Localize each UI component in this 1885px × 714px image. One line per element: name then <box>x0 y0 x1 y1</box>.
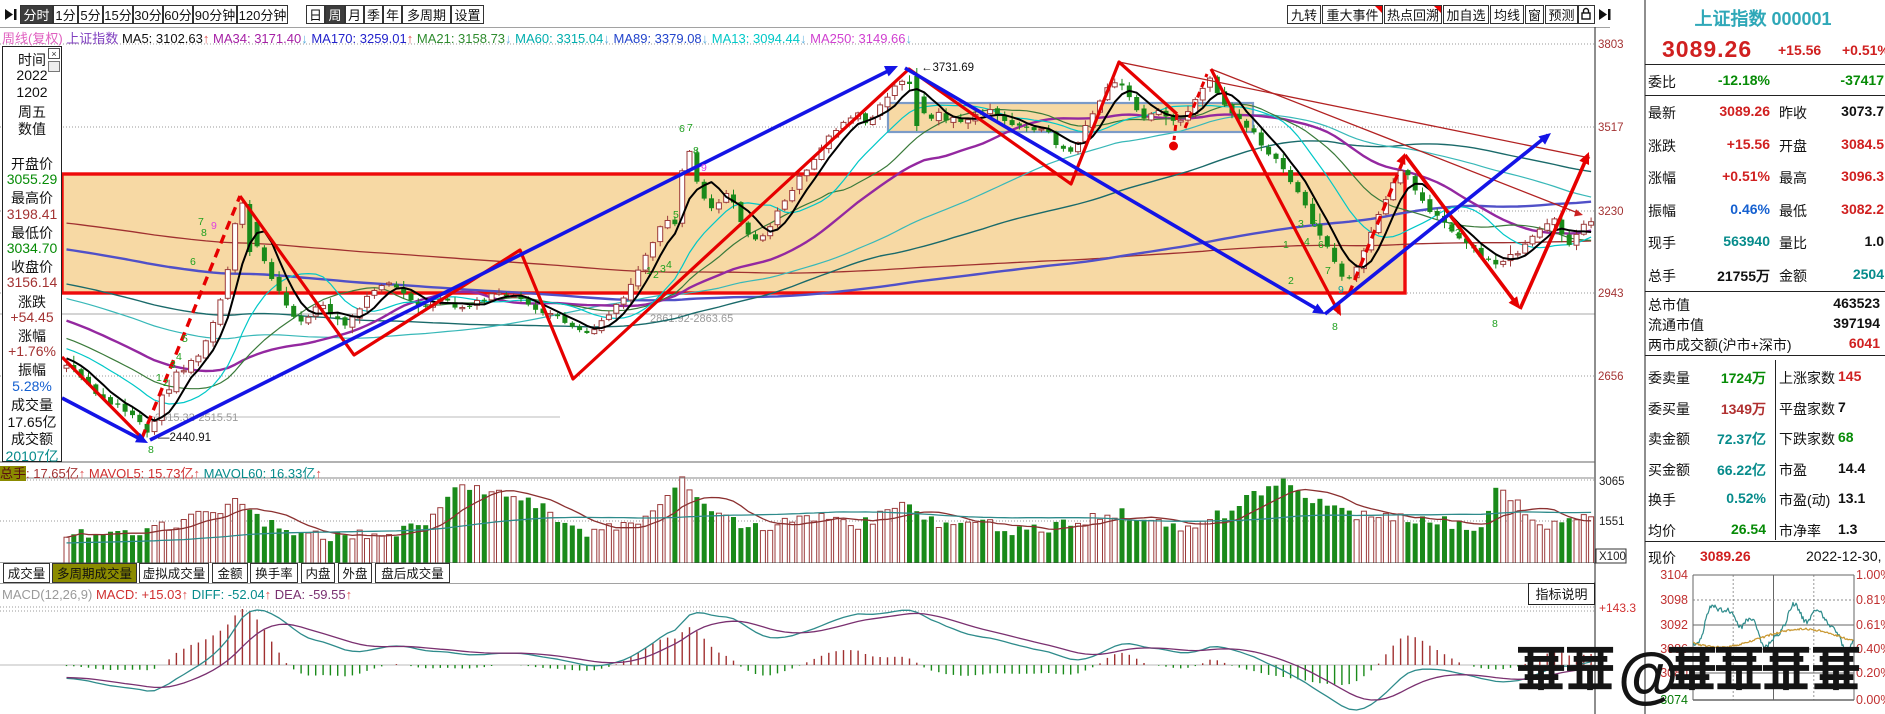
svg-text:3: 3 <box>1298 218 1304 230</box>
svg-text:X100: X100 <box>1599 551 1626 563</box>
svg-text:4: 4 <box>666 259 672 271</box>
svg-text:9: 9 <box>701 162 707 174</box>
svg-text:4: 4 <box>176 351 182 363</box>
svg-text:3092: 3092 <box>1660 618 1688 632</box>
svg-text:2: 2 <box>1448 220 1454 232</box>
svg-text:4: 4 <box>1304 236 1310 248</box>
svg-text:3803: 3803 <box>1598 39 1624 51</box>
svg-text:6: 6 <box>190 256 196 268</box>
svg-text:0.81%: 0.81% <box>1856 593 1885 607</box>
svg-text:3517: 3517 <box>1598 122 1624 134</box>
svg-text:0.40%: 0.40% <box>1856 642 1885 656</box>
svg-text:3074: 3074 <box>1660 693 1688 707</box>
svg-text:3065: 3065 <box>1599 476 1625 488</box>
svg-text:0.61%: 0.61% <box>1856 618 1885 632</box>
svg-text:3098: 3098 <box>1660 593 1688 607</box>
svg-text:6: 6 <box>1318 239 1324 251</box>
svg-text:1: 1 <box>1283 239 1289 251</box>
svg-text:0.20%: 0.20% <box>1856 666 1885 680</box>
svg-text:2: 2 <box>1288 275 1294 287</box>
svg-text:1.00%: 1.00% <box>1856 568 1885 582</box>
svg-text:7: 7 <box>198 216 204 228</box>
svg-text:—2440.91: —2440.91 <box>158 432 211 444</box>
svg-text:6: 6 <box>679 123 685 135</box>
svg-text:2943: 2943 <box>1598 288 1624 300</box>
svg-text:1: 1 <box>646 265 652 277</box>
svg-text:0.00%: 0.00% <box>1856 693 1885 707</box>
svg-text:2: 2 <box>163 377 169 389</box>
svg-text:5: 5 <box>182 333 188 345</box>
svg-text:5: 5 <box>1312 218 1318 230</box>
svg-text:@: @ <box>1618 641 1678 710</box>
svg-text:8: 8 <box>1492 318 1498 330</box>
svg-text:7: 7 <box>1325 265 1331 277</box>
svg-text:3230: 3230 <box>1598 206 1624 218</box>
svg-text:+143.3: +143.3 <box>1599 601 1636 615</box>
svg-text:2861.92-2863.65: 2861.92-2863.65 <box>650 313 733 325</box>
svg-text:8: 8 <box>148 444 154 456</box>
svg-text:2: 2 <box>653 269 659 281</box>
svg-text:3: 3 <box>1455 227 1461 239</box>
svg-text:3104: 3104 <box>1660 568 1688 582</box>
svg-text:8: 8 <box>693 145 699 157</box>
svg-text:2656: 2656 <box>1598 371 1624 383</box>
svg-text:3: 3 <box>170 359 176 371</box>
svg-text:1551: 1551 <box>1599 516 1625 528</box>
svg-text:8: 8 <box>201 227 207 239</box>
svg-text:9: 9 <box>211 220 217 232</box>
svg-text:5: 5 <box>673 209 679 221</box>
svg-text:7: 7 <box>687 122 693 134</box>
svg-text:8: 8 <box>1332 321 1338 333</box>
svg-text:9: 9 <box>1338 284 1344 296</box>
svg-text:3: 3 <box>660 263 666 275</box>
svg-text:←3731.69: ←3731.69 <box>921 62 974 74</box>
svg-text:1: 1 <box>156 372 162 384</box>
